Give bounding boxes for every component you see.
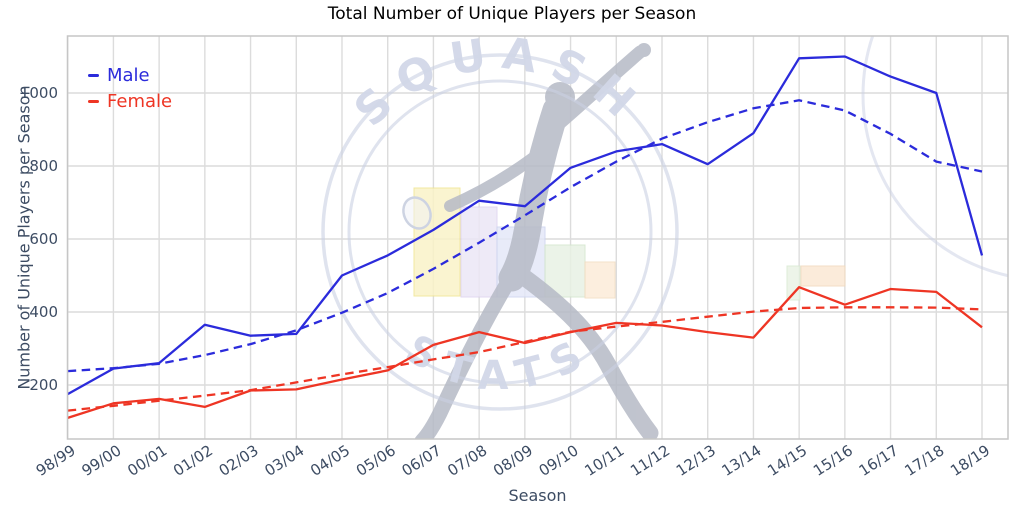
female-trend-line (67, 306, 983, 412)
male-line-marker-icon (88, 73, 99, 77)
legend: Male Female (88, 62, 172, 114)
y-tick-label: 1000 (20, 84, 58, 102)
y-tick-label: 600 (29, 230, 58, 248)
legend-male-label: Male (107, 64, 150, 86)
player-raised-arm (547, 45, 647, 135)
squash-player-silhouette (414, 43, 659, 439)
male-line (67, 55, 984, 396)
legend-item-male: Male (88, 62, 172, 88)
player-torso (498, 96, 570, 292)
y-tick-label: 200 (29, 376, 58, 394)
watermark-tile (460, 206, 498, 298)
legend-female-label: Female (107, 90, 173, 112)
watermark-outer-ring (321, 53, 679, 411)
y-tick-label: 400 (29, 303, 58, 321)
x-axis-label: Season (508, 486, 567, 505)
player-lower-arm (444, 142, 552, 212)
plot-border (66, 35, 1009, 440)
player-hand (637, 43, 651, 57)
legend-item-female: Female (88, 88, 172, 114)
watermark-inner-ring (347, 79, 653, 385)
y-tick-label: 800 (29, 157, 58, 175)
watermark-tile (800, 265, 846, 287)
y-axis-label: Number of Unique Players per Season (14, 85, 34, 390)
racket-head-icon (402, 196, 432, 230)
female-line-marker-icon (88, 99, 99, 103)
player-back-leg (414, 269, 519, 439)
watermark-corner-ring (861, 36, 1008, 278)
y-tick-labels: 200 400 600 800 1000 (20, 84, 58, 394)
player-front-leg (508, 263, 659, 439)
watermark-tile (584, 261, 616, 299)
chart-title: Total Number of Unique Players per Seaso… (327, 4, 697, 24)
